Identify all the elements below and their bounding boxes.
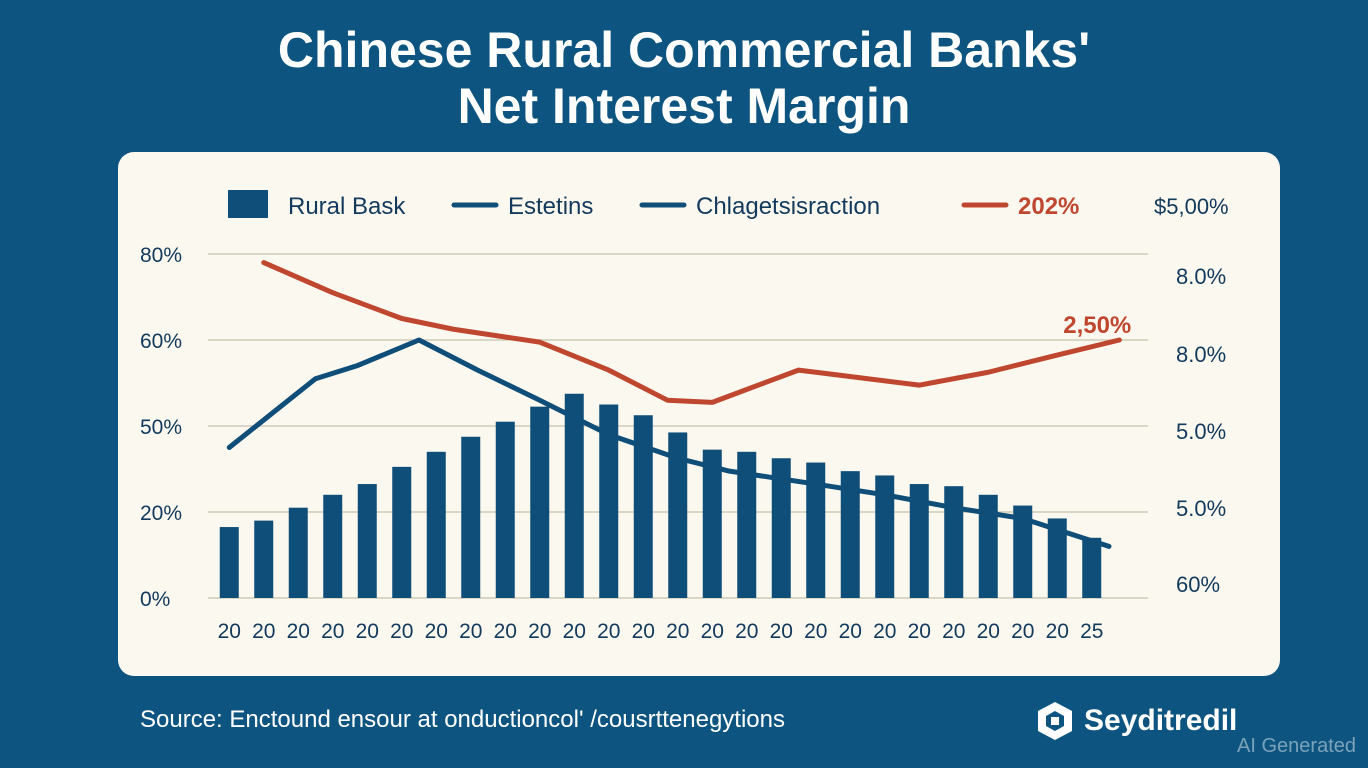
bar [1013, 505, 1033, 598]
y-left-tick-label: 0% [140, 588, 170, 611]
bar [461, 436, 481, 598]
y-right-tick-label: 8.0% [1176, 342, 1226, 367]
brand-name: Seyditredil [1084, 704, 1238, 737]
y-left-tick-label: 80% [140, 244, 182, 267]
x-tick-label: 20 [425, 620, 448, 643]
x-tick-label: 20 [390, 620, 413, 643]
y-right-tick-label: 5.0% [1176, 496, 1226, 521]
bar [702, 449, 722, 598]
bar [840, 471, 860, 598]
brand-logo-icon [1038, 702, 1072, 740]
red-series-line [261, 260, 1122, 405]
x-tick-label: 20 [597, 620, 620, 643]
bar [564, 393, 584, 598]
bar [1047, 518, 1067, 598]
bar [875, 475, 895, 598]
right-axis-header: $5,00% [1154, 194, 1229, 219]
brand-logo: Seyditredil [1034, 698, 1237, 744]
x-tick-label: 20 [356, 620, 379, 643]
bar [668, 432, 688, 598]
x-tick-label: 25 [1080, 620, 1103, 643]
x-tick-label: 20 [252, 620, 275, 643]
x-tick-label: 20 [770, 620, 793, 643]
x-tick-label: 20 [873, 620, 896, 643]
bar [1082, 537, 1102, 598]
bar [288, 507, 308, 598]
x-tick-label: 20 [632, 620, 655, 643]
title-line-1: Chinese Rural Commercial Banks' [277, 22, 1091, 78]
bar [978, 494, 998, 598]
x-tick-label: 20 [563, 620, 586, 643]
blue-series-line [226, 337, 1112, 549]
y-right-tick-label: 5.0% [1176, 419, 1226, 444]
x-tick-label: 20 [1011, 620, 1034, 643]
x-tick-label: 20 [459, 620, 482, 643]
bar [495, 421, 515, 598]
y-left-tick-label: 50% [140, 416, 182, 439]
chart-svg: 0% 20% 50% 60% 80% $5,00% 8.0% 8.0% 5.0% 5.0% 60% 2… [140, 190, 1229, 643]
x-tick-label: 20 [1046, 620, 1069, 643]
ai-generated-label: AI Generated [1237, 735, 1356, 757]
bar [219, 527, 239, 598]
chart-title: Chinese Rural Commercial Banks' Net Inte… [0, 22, 1368, 134]
x-tick-label: 20 [908, 620, 931, 643]
bar [254, 520, 274, 598]
source-note: Source: Enctound ensour at onductioncol'… [140, 706, 785, 733]
bar [944, 486, 964, 598]
x-tick-label: 20 [494, 620, 517, 643]
x-tick-label: 20 [287, 620, 310, 643]
y-right-tick-label: 60% [1176, 572, 1220, 597]
bar [737, 451, 757, 598]
legend-label: Estetins [508, 193, 593, 220]
x-tick-label: 20 [666, 620, 689, 643]
bar [806, 462, 826, 598]
y-left-tick-label: 60% [140, 330, 182, 353]
x-tick-label: 20 [735, 620, 758, 643]
x-tick-label: 20 [528, 620, 551, 643]
x-tick-label: 20 [218, 620, 241, 643]
bar [323, 494, 343, 598]
x-tick-label: 20 [804, 620, 827, 643]
chart-panel: 0% 20% 50% 60% 80% $5,00% 8.0% 8.0% 5.0% 5.0% 60% 2… [118, 152, 1280, 676]
legend-label: Rural Bask [288, 193, 406, 220]
legend-label: 202% [1018, 193, 1079, 220]
bar [633, 415, 653, 598]
bar [599, 404, 619, 598]
bar [392, 466, 412, 598]
x-tick-label: 20 [942, 620, 965, 643]
bar [771, 458, 791, 598]
x-tick-label: 20 [977, 620, 1000, 643]
legend-label: Chlagetsisraction [696, 193, 880, 220]
y-right-tick-label: 8.0% [1176, 264, 1226, 289]
x-tick-label: 20 [839, 620, 862, 643]
bar [357, 484, 377, 598]
legend-swatch-bar [228, 190, 268, 218]
series-annotation: 2,50% [1063, 312, 1131, 339]
bar [426, 451, 446, 598]
title-line-2: Net Interest Margin [457, 78, 911, 134]
y-left-tick-label: 20% [140, 502, 182, 525]
bar [530, 406, 550, 598]
x-tick-label: 20 [701, 620, 724, 643]
x-tick-label: 20 [321, 620, 344, 643]
bar [909, 484, 929, 598]
